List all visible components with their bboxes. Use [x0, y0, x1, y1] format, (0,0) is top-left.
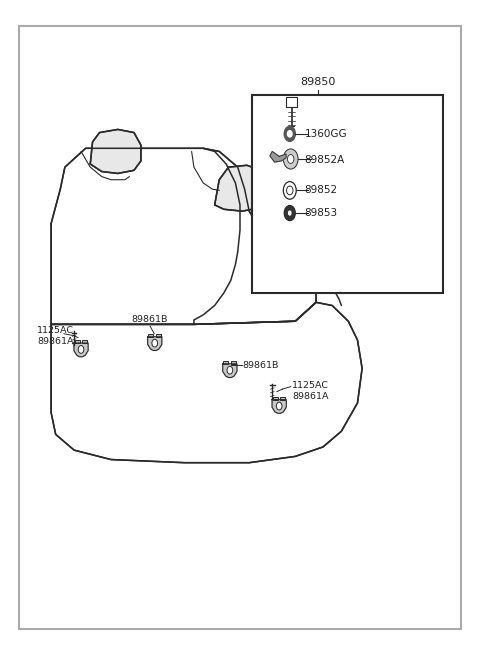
Circle shape	[287, 186, 293, 195]
Text: 89861B: 89861B	[132, 316, 168, 324]
Circle shape	[152, 339, 157, 347]
Text: 89850: 89850	[300, 77, 336, 86]
Polygon shape	[51, 303, 362, 462]
Text: 89861B: 89861B	[242, 361, 279, 369]
Bar	[82, 340, 87, 343]
Circle shape	[283, 181, 296, 199]
Circle shape	[284, 126, 295, 141]
Polygon shape	[270, 151, 286, 162]
Circle shape	[284, 206, 295, 221]
Text: 1125AC: 1125AC	[37, 326, 74, 335]
Text: 89852: 89852	[304, 185, 337, 195]
Polygon shape	[90, 130, 141, 174]
Polygon shape	[272, 400, 286, 413]
Circle shape	[288, 210, 292, 216]
Polygon shape	[51, 148, 316, 324]
Circle shape	[288, 155, 294, 163]
Bar	[156, 334, 161, 337]
Bar	[280, 397, 285, 400]
Text: 1360GG: 1360GG	[304, 129, 347, 139]
Text: 89861A: 89861A	[292, 392, 329, 401]
Bar	[286, 98, 297, 107]
Text: 89861A: 89861A	[37, 337, 74, 346]
Circle shape	[288, 131, 292, 137]
Text: 89852A: 89852A	[304, 155, 345, 165]
Text: 89853: 89853	[304, 208, 337, 218]
Bar	[252, 95, 443, 293]
Polygon shape	[223, 364, 237, 377]
Polygon shape	[215, 165, 265, 211]
Text: 1125AC: 1125AC	[292, 381, 329, 390]
Bar	[148, 334, 153, 337]
Circle shape	[283, 149, 298, 169]
Circle shape	[78, 346, 84, 353]
Circle shape	[227, 366, 233, 374]
Bar	[273, 397, 278, 400]
Bar	[74, 340, 80, 343]
Polygon shape	[74, 343, 88, 357]
Bar	[231, 361, 236, 364]
Circle shape	[276, 402, 282, 410]
Polygon shape	[148, 337, 162, 350]
Bar	[224, 361, 228, 364]
